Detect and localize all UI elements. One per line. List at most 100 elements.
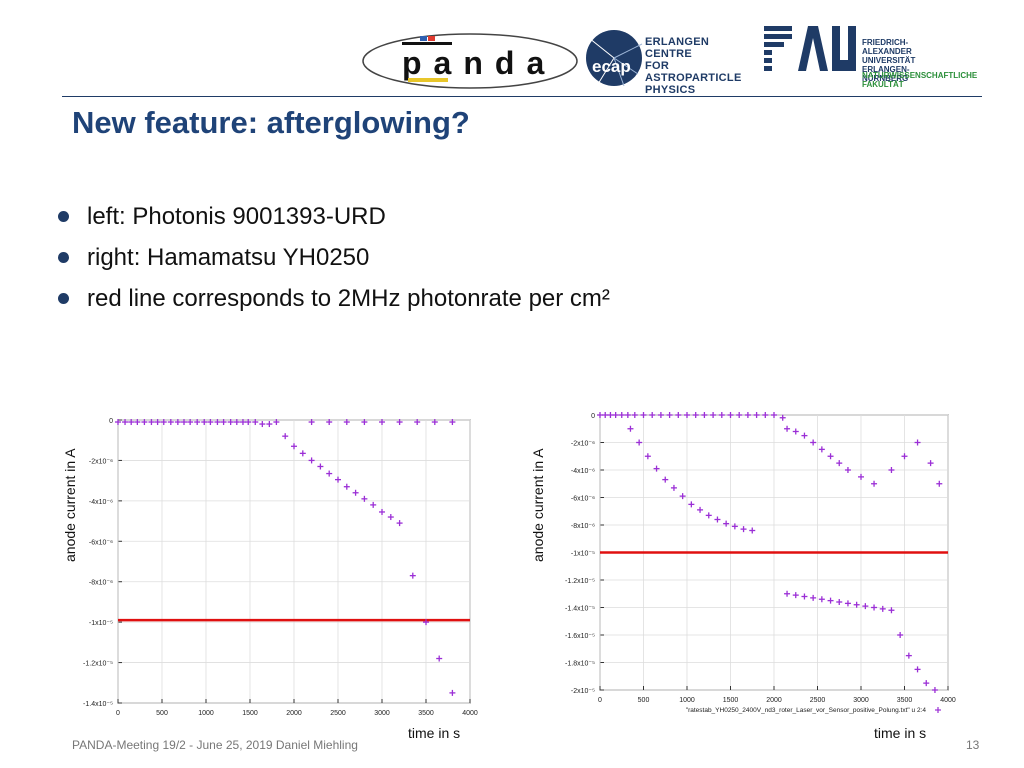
fau-faculty-line-1: NATURWISSENSCHAFTLICHE <box>862 71 978 80</box>
data-point <box>387 514 394 521</box>
data-point <box>612 412 619 418</box>
x-tick-label: 4000 <box>940 697 956 704</box>
x-tick-label: 1000 <box>679 697 695 704</box>
data-point <box>343 419 350 426</box>
bullet-item: left: Photonis 9001393-URD <box>56 196 610 237</box>
bullet-text: red line corresponds to 2MHz photonrate … <box>87 285 610 312</box>
data-point <box>670 484 677 491</box>
data-point <box>858 473 864 480</box>
data-point <box>827 597 834 604</box>
y-tick-label: -6x10⁻⁶ <box>571 496 595 503</box>
data-point <box>273 419 280 426</box>
data-point <box>352 489 359 496</box>
data-point <box>705 512 712 519</box>
panda-logo: panda <box>362 33 578 89</box>
data-point <box>684 412 690 418</box>
data-point <box>701 412 708 418</box>
data-point <box>409 572 416 579</box>
data-point <box>308 419 315 426</box>
data-point <box>335 476 341 483</box>
data-point <box>744 412 751 418</box>
data-point <box>431 419 438 426</box>
x-tick-label: 3500 <box>418 710 434 717</box>
fau-name: FRIEDRICH-ALEXANDER UNIVERSITÄT ERLANGEN… <box>862 38 915 83</box>
data-point <box>871 480 878 487</box>
ecap-line-2: FOR ASTROPARTICLE <box>645 60 742 84</box>
data-point <box>141 419 148 426</box>
data-point <box>220 419 227 426</box>
bullet-dot-icon <box>58 252 69 263</box>
fau-wordmark: FAU <box>810 78 814 81</box>
x-tick-label: 500 <box>638 697 650 704</box>
data-point <box>317 463 324 470</box>
y-tick-label: -8x10⁻⁶ <box>571 523 595 530</box>
fau-line-3: ERLANGEN-NÜRNBERG <box>862 65 910 83</box>
x-tick-label: 0 <box>116 710 120 717</box>
data-point <box>299 450 306 457</box>
data-point <box>627 425 634 432</box>
legend-label: "ratestab_YH0250_2400V_nd3_roter_Laser_v… <box>686 707 927 714</box>
data-point <box>714 516 721 523</box>
data-point <box>914 666 921 673</box>
data-point <box>853 601 860 608</box>
data-point <box>370 501 377 508</box>
data-point <box>636 439 643 446</box>
data-point <box>818 446 825 453</box>
ecap-line-1: ERLANGEN CENTRE <box>645 36 710 60</box>
y-tick-label: -1.8x10⁻⁵ <box>565 661 595 668</box>
bullet-item: right: Hamamatsu YH0250 <box>56 237 610 278</box>
data-point <box>923 680 930 687</box>
data-point <box>784 590 791 597</box>
data-point <box>245 419 252 426</box>
data-point <box>644 453 651 460</box>
x-tick-label: 500 <box>156 710 168 717</box>
data-point <box>597 412 603 418</box>
data-point <box>115 419 121 426</box>
data-point <box>326 419 333 426</box>
data-point <box>836 460 843 467</box>
data-point <box>727 412 734 418</box>
data-point <box>792 428 799 435</box>
data-point <box>666 412 673 418</box>
data-point <box>897 632 904 638</box>
y-tick-label: -6x10⁻⁶ <box>89 539 113 546</box>
data-point <box>602 412 609 418</box>
data-point <box>844 467 851 473</box>
data-point <box>423 619 429 626</box>
data-point <box>379 508 385 515</box>
data-point <box>187 419 194 426</box>
footer-text: PANDA-Meeting 19/2 - June 25, 2019 Danie… <box>72 738 358 752</box>
data-point <box>207 419 214 426</box>
data-point <box>692 412 699 418</box>
ecap-name: ERLANGEN CENTRE FOR ASTROPARTICLE PHYSIC… <box>645 36 742 96</box>
data-point <box>710 412 717 418</box>
data-point <box>326 470 333 477</box>
data-point <box>810 594 817 601</box>
data-point <box>697 506 704 513</box>
data-point <box>134 419 141 426</box>
data-point <box>844 600 851 607</box>
x-tick-label: 2500 <box>810 697 826 704</box>
data-point <box>449 419 456 426</box>
y-tick-label: 0 <box>591 413 595 420</box>
data-point <box>801 432 808 439</box>
data-point <box>836 599 843 605</box>
bullet-dot-icon <box>58 293 69 304</box>
data-point <box>233 419 240 426</box>
data-point <box>657 412 664 418</box>
data-point <box>818 596 825 603</box>
data-point <box>607 412 614 418</box>
data-point <box>414 419 421 426</box>
bullet-item: red line corresponds to 2MHz photonrate … <box>56 278 610 319</box>
data-point <box>624 412 631 418</box>
data-point <box>128 419 135 426</box>
x-tick-label: 3500 <box>897 697 913 704</box>
data-point <box>631 412 638 418</box>
data-point <box>449 689 456 696</box>
y-tick-label: -1.4x10⁻⁵ <box>83 701 113 708</box>
fau-logo-icon: FAU <box>764 26 856 81</box>
data-point <box>266 421 273 428</box>
fau-line-1: FRIEDRICH-ALEXANDER <box>862 38 912 56</box>
bullet-list: left: Photonis 9001393-URD right: Hamama… <box>56 196 610 319</box>
y-tick-label: -1x10⁻⁵ <box>89 620 113 627</box>
